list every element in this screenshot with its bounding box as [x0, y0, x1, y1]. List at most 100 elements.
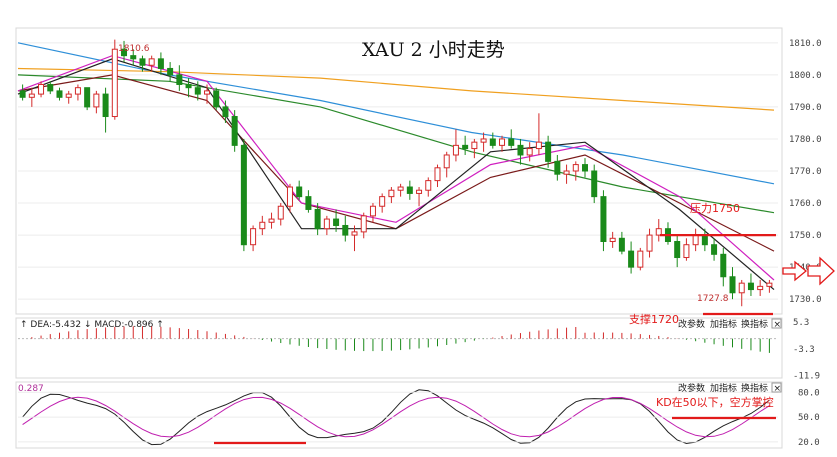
candle-body: [240, 144, 247, 246]
candle-body: [554, 160, 561, 175]
kd-tick-label: 80.0: [798, 388, 820, 398]
ma-line: [17, 42, 775, 185]
close-icon[interactable]: [771, 382, 782, 393]
candle-body: [194, 87, 201, 95]
price-tick-label: 1740.0: [789, 263, 822, 273]
candle-body: [600, 196, 607, 243]
moving-average-lines: [17, 42, 775, 291]
candle-body: [111, 48, 118, 118]
candle-body: [452, 144, 459, 156]
kd-panel: [15, 381, 783, 449]
macd-panel: [15, 317, 783, 379]
candle-body: [747, 282, 754, 291]
change-params-button[interactable]: 改参数: [678, 382, 705, 394]
candle-body: [406, 186, 413, 194]
price-axis: 1810.0 1800.0 1790.0 1780.0 1770.0 1760.0 1750…: [789, 39, 822, 305]
macd-histogram: [18, 326, 778, 353]
candle-body: [757, 285, 764, 291]
candle-body: [47, 83, 54, 92]
candle-body: [434, 167, 441, 182]
candle-body: [333, 218, 340, 226]
close-button[interactable]: ×: [774, 320, 782, 330]
kd-note: KD在50以下，空方掌控: [656, 395, 774, 409]
candle-body: [535, 141, 542, 150]
close-button[interactable]: ×: [774, 384, 782, 394]
candle-body: [148, 58, 155, 66]
candle-body: [397, 186, 404, 191]
candle-body: [314, 208, 321, 230]
macd-dea-label: ↑ DEA:-5.432 ↓ MACD:-0.896 ↑: [20, 320, 164, 330]
resistance-label: 压力1750: [690, 202, 740, 215]
ma-line: [17, 58, 775, 291]
candle-body: [416, 189, 423, 194]
candle-body: [683, 244, 690, 259]
candle-body: [480, 138, 487, 143]
candle-body: [692, 234, 699, 246]
add-indicator-button[interactable]: 加指标: [710, 382, 737, 394]
candle-body: [545, 141, 552, 162]
price-tick-label: 1770.0: [789, 167, 822, 177]
switch-indicator-button[interactable]: 换指标: [741, 382, 768, 394]
chart-title: XAU 2 小时走势: [362, 39, 505, 61]
candle-body: [591, 170, 598, 198]
candle-body: [572, 164, 579, 172]
arrow-right-icon: [807, 256, 835, 286]
candle-body: [176, 74, 183, 85]
candle-body: [351, 231, 358, 236]
candle-body: [766, 282, 773, 287]
candle-body: [19, 90, 26, 98]
candle-body: [360, 215, 367, 233]
candle-body: [443, 154, 450, 169]
candle-body: [738, 282, 745, 294]
candle-body: [388, 189, 395, 198]
candle-body: [462, 144, 469, 150]
support-label: 支撑1720: [629, 312, 679, 326]
close-icon[interactable]: [771, 318, 782, 329]
candle-body: [167, 67, 174, 76]
kd-axis: 80.0 50.0 20.0: [18, 388, 820, 448]
candle-body: [121, 48, 128, 57]
ma-line: [17, 74, 775, 252]
candle-body: [701, 234, 708, 246]
add-indicator-button[interactable]: 加指标: [710, 318, 737, 330]
candle-body: [609, 237, 616, 243]
macd-axis: 5.3 -3.3 -11.9: [793, 318, 820, 382]
candle-body: [213, 90, 220, 108]
candle-body: [157, 58, 164, 69]
candle-body: [674, 241, 681, 259]
price-tick-label: 1800.0: [789, 71, 822, 81]
d-line: [22, 396, 770, 438]
candle-body: [231, 116, 238, 146]
candle-body: [711, 244, 718, 255]
low-label: 1727.8: [697, 294, 729, 304]
candle-body: [296, 186, 303, 198]
price-tick-label: 1780.0: [789, 135, 822, 145]
macd-tick-label: -11.9: [793, 372, 820, 382]
candle-body: [305, 196, 312, 210]
candle-body: [93, 93, 100, 108]
candle-body: [84, 87, 91, 108]
candle-body: [655, 228, 662, 236]
price-panel: [15, 27, 783, 315]
candle-body: [720, 253, 727, 278]
candle-body: [139, 58, 146, 66]
candle-body: [38, 83, 45, 95]
ma-line: [17, 74, 775, 214]
candle-body: [268, 218, 275, 223]
candle-body: [204, 90, 210, 95]
candle-body: [379, 196, 386, 207]
ma-line: [17, 67, 775, 111]
kd-value-label: 0.287: [18, 384, 44, 394]
candle-body: [369, 205, 376, 217]
change-params-button[interactable]: 改参数: [678, 318, 705, 330]
price-tick-label: 1790.0: [789, 103, 822, 113]
high-label: 1810.6: [118, 44, 150, 54]
price-tick-label: 1760.0: [789, 199, 822, 209]
candles: [19, 39, 773, 307]
kd-tick-label: 50.0: [798, 413, 820, 423]
switch-indicator-button[interactable]: 换指标: [741, 318, 768, 330]
candle-body: [646, 234, 653, 252]
price-tick-label: 1810.0: [789, 39, 822, 49]
candle-body: [130, 55, 137, 60]
